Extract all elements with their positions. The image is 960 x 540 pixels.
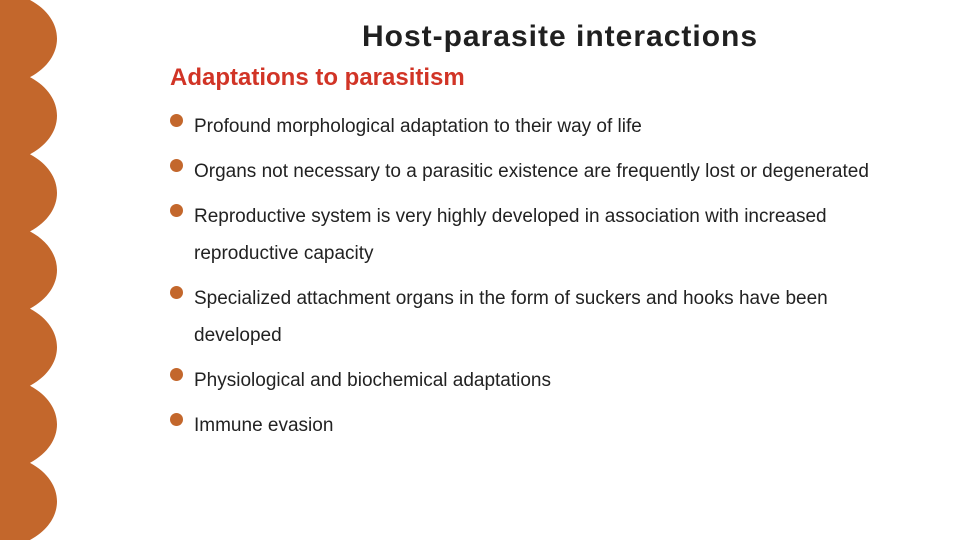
bullet-item: Profound morphological adaptation to the… [170,108,900,145]
decorative-wave-border [0,0,75,540]
bullet-text: Immune evasion [194,415,333,436]
bullet-text: Profound morphological adaptation to the… [194,116,642,137]
bullet-item: Organs not necessary to a parasitic exis… [170,153,900,190]
bullet-text: Physiological and biochemical adaptation… [194,370,551,391]
bullet-text: Specialized attachment organs in the for… [194,288,828,346]
bullet-item: Specialized attachment organs in the for… [170,280,900,354]
slide-content: Host-parasite interactions Adaptations t… [0,0,960,540]
bullet-item: Reproductive system is very highly devel… [170,198,900,272]
bullet-list: Profound morphological adaptation to the… [170,108,900,444]
slide-subtitle: Adaptations to parasitism [170,64,900,92]
bullet-item: Physiological and biochemical adaptation… [170,362,900,399]
wave-path [0,0,57,540]
slide-title: Host-parasite interactions [220,20,900,54]
bullet-text: Organs not necessary to a parasitic exis… [194,161,869,182]
bullet-text: Reproductive system is very highly devel… [194,206,827,264]
bullet-item: Immune evasion [170,407,900,444]
